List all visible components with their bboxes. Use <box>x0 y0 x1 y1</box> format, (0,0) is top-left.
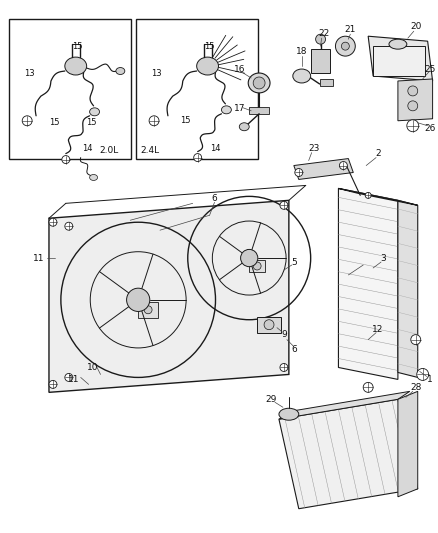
Bar <box>249 260 265 272</box>
Circle shape <box>240 249 258 266</box>
Ellipse shape <box>197 57 219 75</box>
Bar <box>138 302 158 318</box>
Text: 3: 3 <box>380 254 386 263</box>
Text: 2: 2 <box>375 149 381 158</box>
Text: 16: 16 <box>233 64 245 74</box>
Circle shape <box>339 161 347 169</box>
Text: 17: 17 <box>233 104 245 114</box>
Ellipse shape <box>222 106 231 114</box>
Text: 6: 6 <box>212 194 217 203</box>
Text: 18: 18 <box>296 46 307 55</box>
Text: 28: 28 <box>410 383 421 392</box>
Bar <box>257 317 281 333</box>
Circle shape <box>417 368 429 381</box>
Polygon shape <box>398 391 418 497</box>
Bar <box>373 46 425 76</box>
Ellipse shape <box>90 174 98 181</box>
Text: 20: 20 <box>410 22 421 31</box>
Circle shape <box>365 192 371 198</box>
Text: 10: 10 <box>87 363 99 372</box>
Ellipse shape <box>90 108 99 116</box>
Circle shape <box>407 120 419 132</box>
Circle shape <box>149 116 159 126</box>
Circle shape <box>253 262 261 270</box>
Text: 15: 15 <box>204 42 215 51</box>
Circle shape <box>411 335 421 345</box>
Circle shape <box>363 382 373 392</box>
Text: 14: 14 <box>82 144 93 153</box>
Text: 13: 13 <box>151 69 161 77</box>
Circle shape <box>65 374 73 382</box>
Text: 1: 1 <box>427 375 432 384</box>
Circle shape <box>336 36 355 56</box>
Text: 6: 6 <box>291 345 297 354</box>
Text: 2.4L: 2.4L <box>141 146 159 155</box>
Text: 25: 25 <box>424 64 435 74</box>
Polygon shape <box>294 158 353 180</box>
Circle shape <box>194 154 201 161</box>
Ellipse shape <box>116 68 125 75</box>
Bar <box>136 19 258 158</box>
Text: 26: 26 <box>424 124 435 133</box>
Bar <box>311 49 331 73</box>
Text: 29: 29 <box>265 395 277 404</box>
Text: 12: 12 <box>372 325 384 334</box>
Polygon shape <box>279 391 410 419</box>
Ellipse shape <box>248 73 270 93</box>
Text: 11: 11 <box>68 375 80 384</box>
Text: 9: 9 <box>281 330 287 339</box>
Ellipse shape <box>239 123 249 131</box>
Circle shape <box>22 116 32 126</box>
Circle shape <box>127 288 150 311</box>
Circle shape <box>280 201 288 209</box>
Ellipse shape <box>279 408 299 420</box>
Text: 11: 11 <box>33 254 45 263</box>
Circle shape <box>316 34 325 44</box>
Bar <box>9 19 131 158</box>
Bar <box>320 79 333 86</box>
Circle shape <box>280 364 288 372</box>
Text: 14: 14 <box>210 144 221 153</box>
Text: 13: 13 <box>24 69 35 77</box>
Circle shape <box>49 218 57 226</box>
Circle shape <box>408 86 418 96</box>
Text: 2.0L: 2.0L <box>100 146 119 155</box>
Text: 23: 23 <box>308 144 319 153</box>
Text: 21: 21 <box>345 25 356 34</box>
Bar <box>249 107 269 114</box>
Circle shape <box>264 320 274 330</box>
Text: 22: 22 <box>318 29 329 38</box>
Text: 15: 15 <box>72 42 83 51</box>
Polygon shape <box>339 188 418 205</box>
Circle shape <box>341 42 350 50</box>
Circle shape <box>65 222 73 230</box>
Text: 15: 15 <box>49 118 59 127</box>
Text: 15: 15 <box>86 118 97 127</box>
Ellipse shape <box>293 69 311 83</box>
Circle shape <box>408 101 418 111</box>
Circle shape <box>62 156 70 164</box>
Polygon shape <box>398 79 433 121</box>
Ellipse shape <box>389 39 407 49</box>
Ellipse shape <box>65 57 87 75</box>
Circle shape <box>253 77 265 89</box>
Polygon shape <box>339 188 398 379</box>
Circle shape <box>49 381 57 389</box>
Polygon shape <box>279 399 418 508</box>
Circle shape <box>295 168 303 176</box>
Polygon shape <box>398 200 418 377</box>
Polygon shape <box>368 36 433 81</box>
Text: 15: 15 <box>180 116 191 125</box>
Text: 5: 5 <box>291 257 297 266</box>
Circle shape <box>144 306 152 314</box>
Polygon shape <box>49 200 289 392</box>
